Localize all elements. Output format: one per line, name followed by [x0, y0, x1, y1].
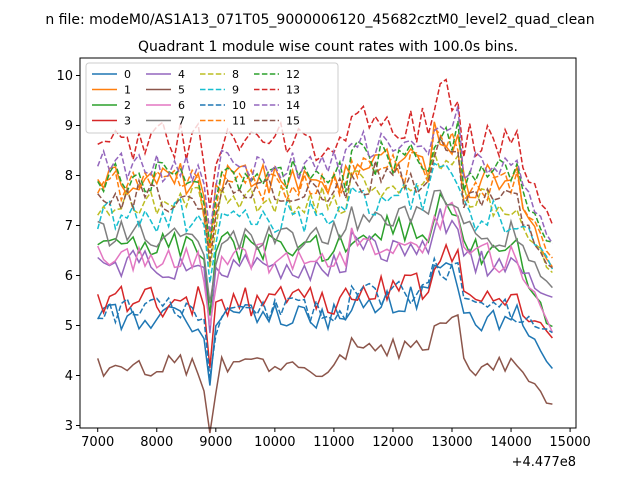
y-tick-label: 7	[65, 219, 73, 234]
y-tick-label: 4	[65, 369, 73, 384]
x-tick-label: 15000	[549, 435, 590, 450]
legend-label: 9	[232, 84, 239, 97]
y-tick-label: 6	[65, 269, 73, 284]
x-tick-label: 12000	[372, 435, 413, 450]
legend-label: 14	[286, 99, 300, 112]
x-tick-label: 10000	[254, 435, 295, 450]
y-tick-label: 5	[65, 319, 73, 334]
legend-label: 4	[178, 68, 185, 81]
y-tick-label: 10	[56, 69, 73, 84]
legend-label: 5	[178, 84, 185, 97]
y-axis-ticks: 3 4 5 6 7 8 9 10	[56, 69, 80, 434]
y-tick-label: 8	[65, 169, 73, 184]
legend-label: 15	[286, 115, 300, 128]
legend-label: 13	[286, 84, 300, 97]
plot-frame	[79, 57, 577, 429]
series-line-3	[96, 242, 553, 369]
x-axis-offset-label: +4.477e8	[512, 455, 576, 470]
x-tick-label: 13000	[431, 435, 472, 450]
series-line-10	[97, 256, 553, 379]
legend-label: 11	[232, 115, 246, 128]
legend-label: 2	[124, 99, 131, 112]
series-line-12	[97, 120, 553, 244]
series-line-7	[97, 189, 553, 304]
series-line-5	[96, 313, 553, 434]
legend-label: 0	[124, 68, 131, 81]
legend-label: 8	[232, 68, 239, 81]
series-line-15	[97, 135, 553, 269]
series-line-11	[97, 126, 553, 259]
x-axis-ticks: 7000 8000 9000 10000 11000 12000 13000 14000 150…	[81, 428, 591, 450]
legend-label: 3	[124, 115, 131, 128]
series-lines	[96, 78, 554, 434]
legend-box	[85, 62, 339, 134]
series-line-4	[97, 208, 553, 334]
legend-label: 12	[286, 68, 300, 81]
legend-label: 7	[178, 115, 185, 128]
y-tick-label: 9	[65, 119, 73, 134]
x-tick-label: 8000	[140, 435, 173, 450]
x-tick-label: 11000	[313, 435, 354, 450]
series-line-13	[97, 78, 554, 225]
chart-title: Quadrant 1 module wise count rates with …	[138, 39, 518, 55]
legend-label: 1	[124, 84, 131, 97]
series-line-6	[97, 201, 554, 333]
x-tick-label: 7000	[81, 435, 114, 450]
x-tick-label: 14000	[490, 435, 531, 450]
legend-label: 6	[178, 99, 185, 112]
series-line-9	[96, 162, 554, 284]
series-line-0	[97, 262, 553, 386]
x-tick-label: 9000	[199, 435, 232, 450]
figure-suptitle: n file: modeM0/AS1A13_071T05_9000006120_…	[45, 12, 594, 28]
y-tick-label: 3	[65, 419, 73, 434]
legend-label: 10	[232, 99, 246, 112]
